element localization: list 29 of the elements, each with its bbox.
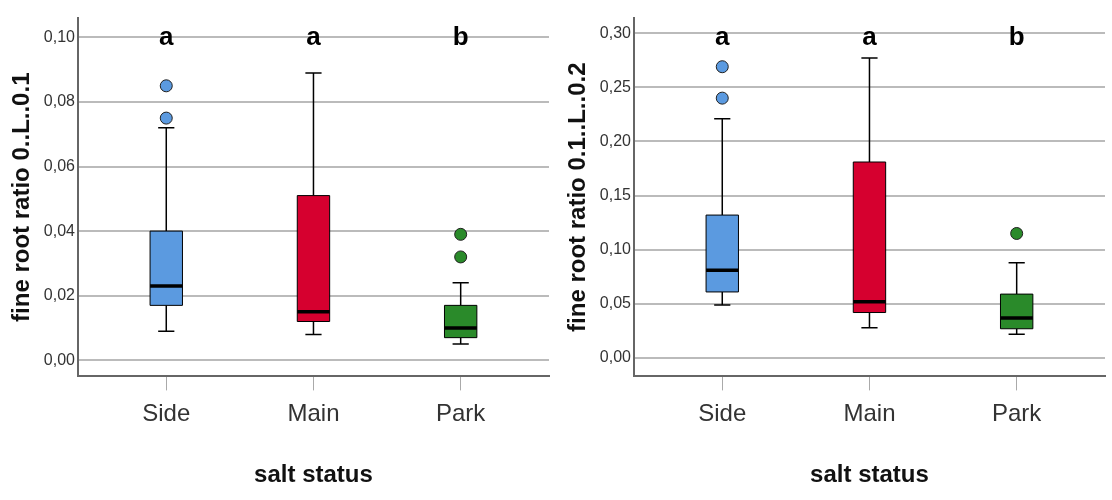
y-tick-label: 0,20 (599, 131, 632, 149)
annotation: b (1008, 21, 1025, 52)
x-axis-title: salt status (810, 460, 929, 488)
y-axis-title: fine root ratio 0.1..L..0.2 (563, 62, 591, 332)
y-tick-label: 0,10 (43, 27, 76, 45)
x-tick-label: Park (436, 399, 487, 427)
y-tick-label: 0,25 (599, 77, 632, 95)
x-tick-label: Park (992, 399, 1043, 427)
y-tick-label: 0,15 (599, 185, 632, 203)
x-tick-label: Side (698, 399, 747, 427)
annotation: a (306, 21, 322, 52)
x-tick-label: Main (843, 399, 896, 427)
x-tick-label: Main (287, 399, 340, 427)
x-axis-title: salt status (254, 460, 373, 488)
y-tick-label: 0,06 (43, 156, 76, 174)
y-tick-label: 0,05 (599, 294, 632, 312)
y-tick-label: 0,08 (43, 92, 76, 110)
annotation: a (715, 21, 731, 52)
y-axis-title: fine root ratio 0..L..0.1 (7, 72, 35, 322)
y-tick-label: 0,30 (599, 23, 632, 41)
y-tick-label: 0,02 (43, 286, 76, 304)
annotation: a (159, 21, 175, 52)
x-tick-label: Side (142, 399, 191, 427)
y-tick-label: 0,00 (599, 348, 632, 366)
y-tick-label: 0,10 (599, 240, 632, 258)
y-tick-label: 0,00 (43, 350, 76, 368)
y-tick-label: 0,04 (43, 221, 76, 239)
annotation: a (862, 21, 878, 52)
annotation: b (452, 21, 469, 52)
